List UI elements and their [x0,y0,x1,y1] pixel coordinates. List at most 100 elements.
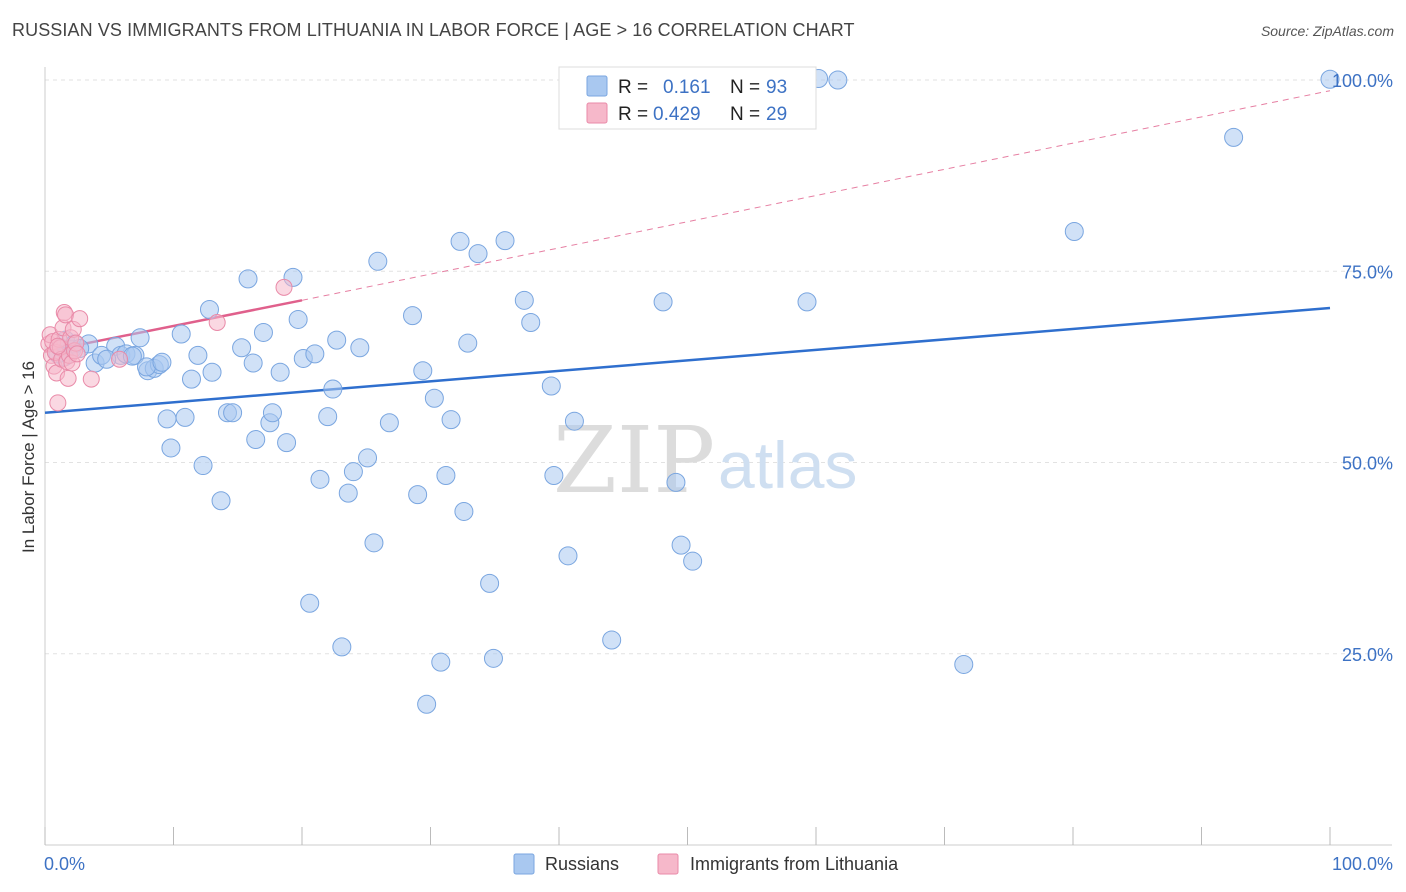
legend-r-value-lithuania: 0.429 [653,104,701,125]
bottom-legend: Russians Immigrants from Lithuania [513,853,899,875]
point-russians-74 [564,411,584,431]
point-lithuania-13 [57,306,75,324]
bottom-legend-label-russians: Russians [545,854,619,874]
point-russians-59 [431,652,451,672]
legend-n-label-lithuania: N = [730,104,760,125]
point-russians-24 [202,362,222,382]
point-russians-35 [270,362,290,382]
watermark-atlas: atlas [718,428,857,502]
point-russians-44 [323,379,343,399]
point-russians-76 [653,292,673,312]
point-russians-84 [1064,221,1084,241]
point-russians-61 [441,410,461,430]
point-russians-32 [253,322,273,342]
chart-title: RUSSIAN VS IMMIGRANTS FROM LITHUANIA IN … [12,20,855,40]
legend-n-value-russians: 93 [766,77,787,98]
point-russians-65 [468,244,488,264]
data-points [40,68,1340,714]
point-lithuania-23 [71,310,89,328]
bottom-legend-swatch-lithuania [657,853,679,875]
point-russians-82 [828,70,848,90]
point-russians-25 [211,491,231,511]
point-russians-21 [188,345,208,365]
point-russians-46 [332,637,352,657]
point-russians-16 [157,409,177,429]
y-tick-labels: 25.0% 50.0% 75.0% 100.0% [1332,71,1393,665]
bottom-legend-label-lithuania: Immigrants from Lithuania [690,854,899,874]
point-russians-12 [130,328,150,348]
point-russians-79 [683,551,703,571]
point-russians-50 [358,448,378,468]
gridlines [45,79,1392,655]
point-russians-48 [343,462,363,482]
point-russians-28 [232,338,252,358]
point-lithuania-15 [59,369,77,387]
point-russians-49 [350,338,370,358]
point-russians-60 [436,466,456,486]
point-russians-31 [246,430,266,450]
y-tick-label-3: 100.0% [1332,71,1393,91]
point-russians-72 [544,466,564,486]
point-russians-52 [368,251,388,271]
point-lithuania-22 [68,345,86,363]
point-russians-80 [797,292,817,312]
y-tick-label-1: 50.0% [1342,454,1393,474]
point-russians-36 [277,433,297,453]
watermark: ZIP atlas [553,407,857,514]
trend-line-russians [44,306,1331,415]
y-tick-label-0: 25.0% [1342,645,1393,665]
point-russians-29 [238,269,258,289]
point-russians-41 [305,344,325,364]
point-russians-64 [458,333,478,353]
y-axis-label: In Labor Force | Age > 16 [19,361,38,553]
point-russians-23 [199,300,219,319]
point-russians-54 [403,306,423,326]
point-russians-57 [417,694,437,714]
point-russians-75 [602,630,622,650]
point-russians-43 [318,407,338,427]
point-russians-27 [223,403,243,423]
point-russians-66 [480,573,500,593]
point-russians-17 [161,438,181,458]
legend-r-label-lithuania: R = [618,104,648,125]
top-legend: R = 0.161 N = 93 R = 0.429 N = 29 [558,66,817,130]
point-russians-19 [175,407,195,427]
point-russians-68 [495,231,515,251]
point-russians-63 [454,501,474,521]
x-tick-labels: 0.0% 100.0% [44,854,1393,874]
point-lithuania-7 [49,394,67,412]
point-russians-62 [450,231,470,251]
point-russians-58 [424,388,444,408]
point-russians-22 [193,456,213,476]
point-russians-34 [262,403,282,423]
point-russians-85 [1224,127,1244,147]
point-lithuania-28 [49,337,67,355]
x-tick-label-0: 0.0% [44,854,85,874]
y-tick-label-2: 75.0% [1342,262,1393,282]
legend-swatch-lithuania [586,102,608,124]
point-russians-30 [243,353,263,373]
point-lithuania-26 [208,314,226,332]
legend-swatch-russians [586,75,608,97]
point-russians-40 [300,593,320,613]
point-russians-51 [364,533,384,553]
point-russians-55 [408,485,428,505]
point-russians-78 [671,535,691,555]
point-russians-77 [666,472,686,492]
x-tick-label-1: 100.0% [1332,854,1393,874]
bottom-legend-swatch-russians [513,853,535,875]
legend-r-label-russians: R = [618,77,648,98]
point-russians-42 [310,469,330,489]
legend-n-value-lithuania: 29 [766,104,787,125]
trend-lines [44,90,1331,415]
legend-r-value-russians: 0.161 [663,77,711,98]
point-lithuania-25 [111,350,129,368]
point-russians-47 [338,483,358,503]
point-russians-38 [288,309,308,329]
point-russians-20 [181,369,201,389]
axes [44,67,1392,846]
point-russians-67 [483,648,503,668]
point-russians-83 [954,654,974,674]
point-russians-45 [327,330,347,350]
